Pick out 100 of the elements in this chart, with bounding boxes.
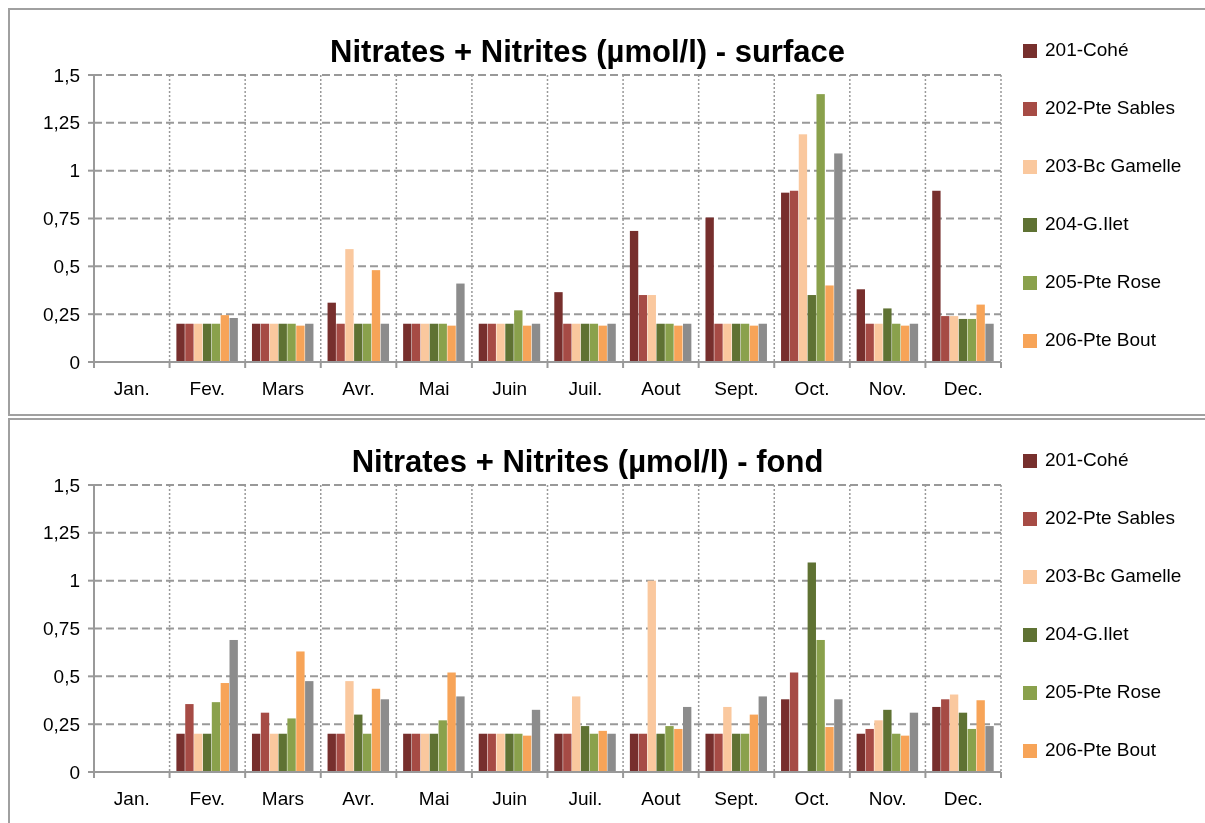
x-tick-label: Dec. <box>943 378 983 399</box>
bar <box>932 190 941 362</box>
bar <box>229 317 238 362</box>
bar <box>202 323 212 362</box>
bar <box>949 694 959 772</box>
bar <box>345 249 354 362</box>
bar <box>336 733 345 772</box>
bar <box>909 323 919 362</box>
bar <box>580 726 590 772</box>
bar <box>487 733 496 772</box>
bar <box>438 323 447 362</box>
bar <box>456 283 465 362</box>
bar <box>714 733 723 772</box>
x-tick-label: Jan. <box>113 788 150 809</box>
bar <box>798 134 808 362</box>
bar <box>305 323 314 362</box>
y-tick-label: 0,75 <box>43 618 80 640</box>
bar <box>403 733 412 772</box>
bar <box>563 323 572 362</box>
bar <box>580 323 590 362</box>
bar <box>447 325 456 362</box>
bar <box>403 323 412 362</box>
bar <box>892 733 901 772</box>
x-tick-label: Nov. <box>868 788 907 809</box>
bar <box>816 639 825 772</box>
bar <box>269 323 279 362</box>
bar <box>834 153 843 362</box>
bar <box>296 651 305 772</box>
x-tick-label: Juil. <box>568 378 603 399</box>
bar <box>278 323 287 362</box>
bar <box>522 325 532 362</box>
legend-label: 204-G.Ilet <box>1045 213 1130 234</box>
y-tick-label: 1,5 <box>53 64 80 86</box>
legend-label: 206-Pte Bout <box>1045 329 1157 350</box>
bar <box>211 702 221 772</box>
bar <box>278 733 287 772</box>
y-tick-label: 0 <box>69 351 80 373</box>
bar <box>380 323 390 362</box>
bar <box>429 323 439 362</box>
bar <box>496 733 505 772</box>
bar <box>789 190 799 362</box>
bar <box>572 323 581 362</box>
bar <box>958 712 968 772</box>
bar <box>732 733 741 772</box>
bar <box>176 733 185 772</box>
bar <box>941 316 950 362</box>
bar <box>447 672 456 772</box>
bar <box>380 699 390 772</box>
x-tick-label: Mai <box>418 788 450 809</box>
bar <box>900 325 910 362</box>
bar <box>629 230 639 362</box>
x-tick-label: Juin <box>492 788 528 809</box>
bar <box>354 714 363 772</box>
x-tick-label: Oct. <box>794 378 830 399</box>
legend-label: 203-Bc Gamelle <box>1045 565 1182 586</box>
bar <box>531 709 541 772</box>
chart-title: Nitrates + Nitrites (µmol/l) - fond <box>351 444 824 479</box>
legend-label: 206-Pte Bout <box>1045 739 1157 760</box>
bar <box>834 699 843 772</box>
bar <box>220 315 230 362</box>
x-tick-label: Juin <box>492 378 528 399</box>
bar <box>883 709 892 772</box>
bar <box>514 733 523 772</box>
bar <box>531 323 541 362</box>
bar <box>958 318 968 362</box>
bar <box>883 308 892 362</box>
bar <box>554 292 563 362</box>
legend-label: 201-Cohé <box>1045 39 1129 60</box>
x-tick-label: Avr. <box>342 788 375 809</box>
x-tick-label: Aout <box>641 788 682 809</box>
legend-label: 202-Pte Sables <box>1045 97 1175 118</box>
bar <box>740 733 750 772</box>
bar <box>932 706 941 772</box>
bar <box>420 323 430 362</box>
y-tick-label: 1,5 <box>53 474 80 496</box>
bar <box>260 712 270 772</box>
bar <box>269 733 279 772</box>
y-tick-label: 1 <box>69 570 80 592</box>
bar <box>949 316 959 362</box>
bar <box>607 733 616 772</box>
bar <box>967 318 976 362</box>
bar <box>522 735 532 772</box>
bar <box>211 323 221 362</box>
bar <box>629 733 639 772</box>
bar <box>336 323 345 362</box>
bar <box>572 696 581 772</box>
bar <box>478 733 488 772</box>
bar <box>229 639 238 772</box>
bar <box>781 699 790 772</box>
legend-label: 201-Cohé <box>1045 449 1129 470</box>
x-tick-label: Mars <box>261 788 305 809</box>
bar <box>251 733 261 772</box>
bar <box>411 733 421 772</box>
bar <box>985 323 994 362</box>
bar <box>478 323 488 362</box>
y-tick-label: 0,5 <box>53 255 80 277</box>
y-tick-label: 0,25 <box>43 303 80 325</box>
bar <box>638 295 648 362</box>
y-tick-label: 1 <box>69 160 80 182</box>
bar <box>647 580 656 772</box>
